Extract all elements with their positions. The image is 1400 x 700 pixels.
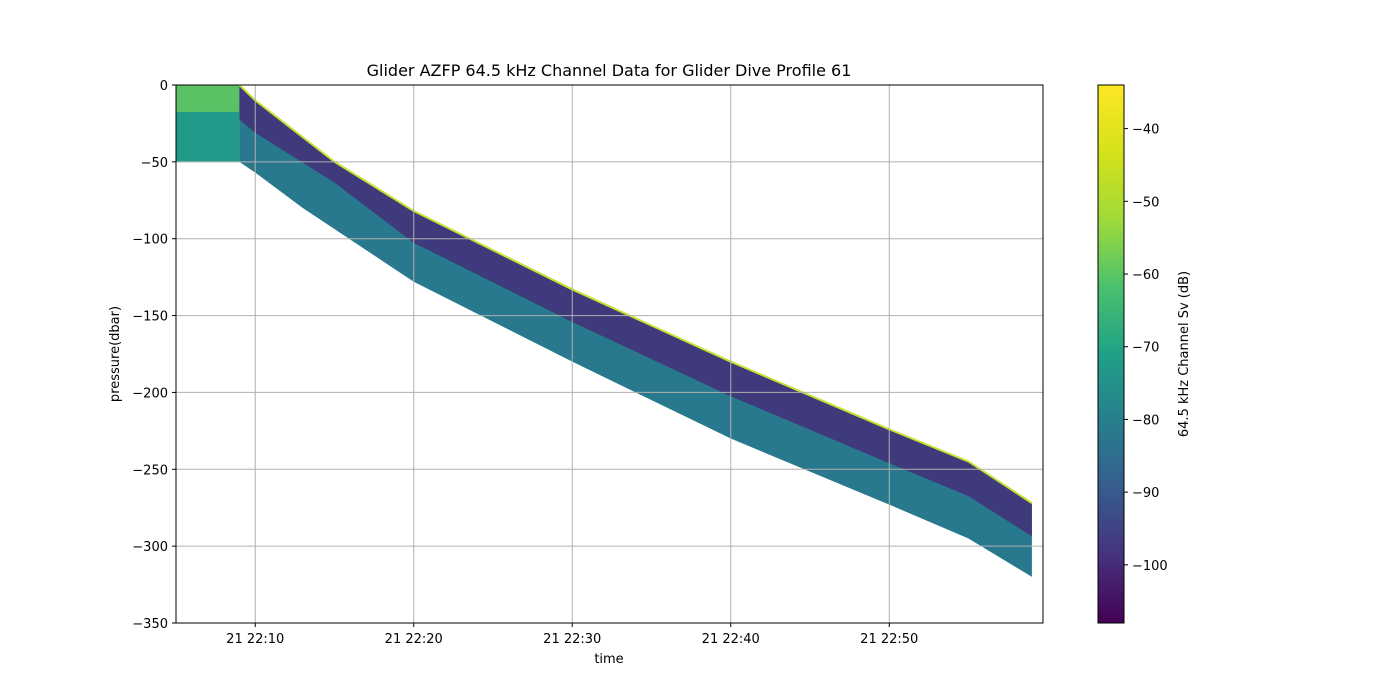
y-axis-label: pressure(dbar) [108,306,123,402]
colorbar-axis: −40 −50 −60 −70 −80 −90 −100 [1124,123,1168,574]
y-tick-label: −100 [132,233,168,248]
colorbar [1097,84,1125,624]
x-axis-label: time [594,652,623,667]
colorbar-tick-label: −90 [1132,486,1159,501]
x-tick-label: 21 22:20 [385,632,443,647]
y-tick-label: −50 [141,156,168,171]
colorbar-tick-label: −70 [1132,341,1159,356]
colorbar-label: 64.5 kHz Channel Sv (dB) [1177,271,1192,437]
x-tick-label: 21 22:10 [226,632,284,647]
chart-title: Glider AZFP 64.5 kHz Channel Data for Gl… [367,61,852,80]
plot-frame [175,84,1044,624]
y-tick-label: −350 [132,617,168,632]
y-tick-label: −300 [132,540,168,555]
y-tick-label: −150 [132,310,168,325]
x-axis: 21 22:10 21 22:20 21 22:30 21 22:40 21 22:50 [226,623,918,647]
colorbar-tick-label: −80 [1132,413,1159,428]
colorbar-tick-label: −100 [1132,559,1168,574]
colorbar-tick-label: −40 [1132,123,1159,138]
y-axis: 0 −50 −100 −150 −200 −250 −300 −350 [132,79,176,632]
x-tick-label: 21 22:50 [860,632,918,647]
heatmap-data [176,85,1033,577]
y-tick-label: −200 [132,386,168,401]
y-tick-label: −250 [132,463,168,478]
colorbar-tick-label: −60 [1132,268,1159,283]
colorbar-tick-label: −50 [1132,195,1159,210]
x-tick-label: 21 22:30 [543,632,601,647]
y-tick-label: 0 [160,79,168,94]
surface-layer-cells [176,85,240,112]
dive-profile-upper-band [239,85,1032,537]
x-tick-label: 21 22:40 [702,632,760,647]
